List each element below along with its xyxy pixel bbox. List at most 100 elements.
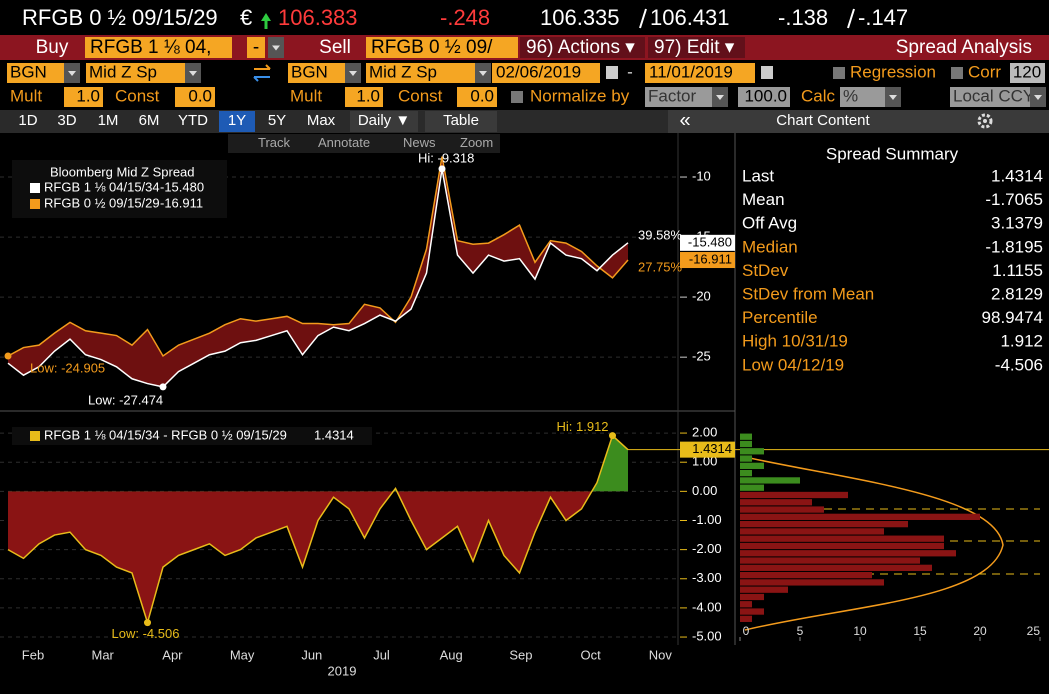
summary-value: 1.1155 xyxy=(992,261,1043,280)
legend-swatch xyxy=(30,199,40,209)
field-box[interactable] xyxy=(288,63,345,83)
calendar-icon[interactable] xyxy=(761,66,773,79)
field-box[interactable] xyxy=(345,87,383,107)
summary-value: -4.506 xyxy=(995,355,1043,374)
histogram-bar xyxy=(740,448,764,455)
histogram-bar xyxy=(740,593,764,601)
collapse: « xyxy=(679,109,690,131)
frequency: Daily ▼ xyxy=(358,112,410,129)
menu-button[interactable] xyxy=(648,37,745,58)
histogram-bar xyxy=(740,440,752,448)
point-marker xyxy=(159,383,167,391)
table-button[interactable] xyxy=(425,111,497,132)
value-tag xyxy=(680,441,735,458)
field-box[interactable] xyxy=(738,87,790,107)
summary-label: Percentile xyxy=(742,308,818,327)
field-box[interactable] xyxy=(86,63,185,83)
field-box[interactable] xyxy=(840,87,885,107)
sell: Sell xyxy=(319,37,351,58)
value-tag xyxy=(680,252,735,269)
histogram-bar xyxy=(740,615,752,622)
checkbox[interactable] xyxy=(951,67,963,79)
security-input[interactable] xyxy=(366,37,518,58)
histogram-bar xyxy=(740,579,884,586)
corr: Corr xyxy=(968,62,1001,81)
histogram-bar xyxy=(740,550,956,557)
normal-curve xyxy=(744,456,1004,631)
actions: 96) Actions ▾ xyxy=(526,37,635,58)
x-tick-label: May xyxy=(230,647,255,662)
tab: 1D xyxy=(18,112,37,129)
dropdown-arrow xyxy=(479,71,487,76)
field-box[interactable] xyxy=(7,63,64,83)
bid: 106.335 xyxy=(540,5,620,30)
spread-operator[interactable] xyxy=(247,37,265,58)
field-box[interactable] xyxy=(457,87,497,107)
series-line xyxy=(7,168,629,388)
summary-value: -1.7065 xyxy=(985,190,1043,209)
legend-box xyxy=(12,160,227,218)
y-tick-label: -1.00 xyxy=(692,512,722,527)
x-tick-label: Oct xyxy=(580,647,601,662)
field-box[interactable] xyxy=(645,87,712,107)
field-box[interactable] xyxy=(175,87,215,107)
mult-label-2: Mult xyxy=(290,86,322,105)
value-tag xyxy=(680,234,735,251)
checkbox[interactable] xyxy=(511,91,523,103)
field-box[interactable] xyxy=(366,63,475,83)
legend-entry: RFGB 1 ⅛ 04/15/34 - RFGB 0 ½ 09/15/29 xyxy=(44,427,287,442)
summary-label: StDev xyxy=(742,261,789,280)
mult-2: 1.0 xyxy=(356,86,380,105)
x-tick-label: 5 xyxy=(797,624,804,638)
sell-security: RFGB 0 ½ 09/ xyxy=(371,37,493,58)
histogram-bar xyxy=(740,484,764,491)
point-marker xyxy=(609,432,616,440)
ask: 106.431 xyxy=(650,5,730,30)
checkbox[interactable] xyxy=(833,67,845,79)
y-tick-label: 0.00 xyxy=(692,483,717,498)
x-tick-label: Mar xyxy=(92,647,115,662)
histogram-bar xyxy=(740,557,920,564)
tab: Max xyxy=(307,112,336,129)
field-box[interactable] xyxy=(1010,63,1045,83)
high: Hi: 1.912 xyxy=(557,419,609,434)
tab: 3D xyxy=(57,112,76,129)
axis-label: 2019 xyxy=(328,663,357,678)
tab: 5Y xyxy=(268,112,286,129)
title: Spread Summary xyxy=(826,144,959,163)
calc: Calc xyxy=(801,86,836,105)
y-tick-label: 2.00 xyxy=(692,425,717,440)
summary-label: Off Avg xyxy=(742,214,797,233)
low: Low: -4.506 xyxy=(112,626,180,641)
date-field[interactable] xyxy=(492,63,600,83)
active-tab[interactable] xyxy=(219,111,255,132)
legend-entry: RFGB 1 ⅛ 04/15/34 xyxy=(44,179,160,194)
buy: Buy xyxy=(36,37,69,58)
dropdown-button[interactable] xyxy=(350,111,418,132)
calendar-icon[interactable] xyxy=(606,66,618,79)
tab: 1Y xyxy=(228,112,246,129)
value-label: -15.480 xyxy=(688,234,732,249)
regression: Regression xyxy=(850,62,936,81)
negative-area xyxy=(8,491,628,623)
security: RFGB 0 ½ 09/15/29 xyxy=(22,5,218,30)
currency: Local CCY xyxy=(953,86,1034,105)
chart-tool: Track xyxy=(258,135,291,150)
histogram-bar xyxy=(740,499,812,506)
summary-value: 1.912 xyxy=(1000,332,1043,351)
legend-value: -15.480 xyxy=(160,179,204,194)
legend-swatch xyxy=(30,431,40,441)
menu-button[interactable] xyxy=(520,37,645,58)
chart-toolbar[interactable] xyxy=(228,134,500,153)
field-box[interactable] xyxy=(64,87,103,107)
white-low: Low: -27.474 xyxy=(88,392,163,407)
orange-low: Low: -24.905 xyxy=(30,360,105,375)
summary-value: 98.9474 xyxy=(982,308,1043,327)
summary-label: Median xyxy=(742,237,798,256)
date-field[interactable] xyxy=(645,63,755,83)
security-input[interactable] xyxy=(85,37,232,58)
gear-icon[interactable] xyxy=(977,113,993,129)
histogram-bar xyxy=(740,528,884,535)
y-tick-label: -20 xyxy=(692,289,711,304)
field-box[interactable] xyxy=(950,87,1030,107)
